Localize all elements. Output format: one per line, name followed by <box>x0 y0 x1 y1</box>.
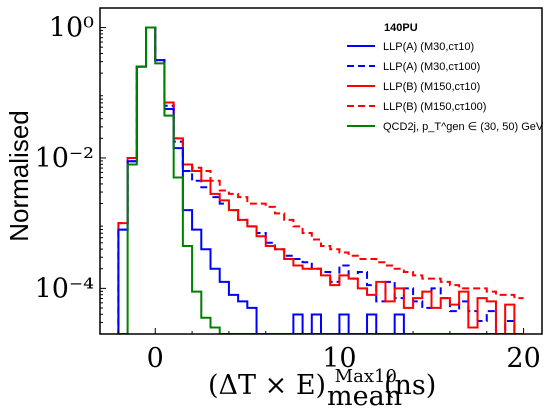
axis-layer: 0 10 20 10⁰ 10⁻² 10⁻⁴ <box>35 13 541 374</box>
series-line <box>117 26 524 334</box>
legend-title: 140PU <box>384 22 418 34</box>
series-line <box>117 26 524 334</box>
x-tick-label: 10 <box>322 343 356 374</box>
y-tick-label: 10⁻² <box>35 143 94 174</box>
legend-label: LLP(A) (M30,cτ10) <box>383 41 474 53</box>
x-tick-label: 0 <box>147 343 164 374</box>
legend-label: LLP(B) (M150,cτ10) <box>383 81 480 93</box>
x-tick-label: 20 <box>506 343 540 374</box>
series-line <box>117 26 524 334</box>
series-line <box>117 26 524 334</box>
legend-label: QCD2j, p_T^gen ∈ (30, 50) GeV <box>383 121 544 133</box>
series-line <box>117 26 524 334</box>
x-axis-label-unit: (ns) <box>384 370 436 401</box>
y-axis-label: Normalised <box>4 110 34 242</box>
series-layer <box>117 26 524 334</box>
legend-label: LLP(A) (M30,cτ100) <box>383 61 480 73</box>
x-axis-label-sub: mean <box>327 381 402 412</box>
legend: 140PU LLP(A) (M30,cτ10) LLP(A) (M30,cτ100… <box>347 22 544 133</box>
plot-frame <box>99 7 543 335</box>
x-axis-label-main: (ΔT × E) <box>208 370 326 401</box>
y-tick-label: 10⁰ <box>49 13 94 44</box>
legend-label: LLP(B) (M150,cτ100) <box>383 101 486 113</box>
x-axis-label: (ΔT × E) Max10 <box>208 366 397 401</box>
y-tick-label: 10⁻⁴ <box>35 273 94 304</box>
x-axis-label-sup: Max10 <box>335 366 397 387</box>
